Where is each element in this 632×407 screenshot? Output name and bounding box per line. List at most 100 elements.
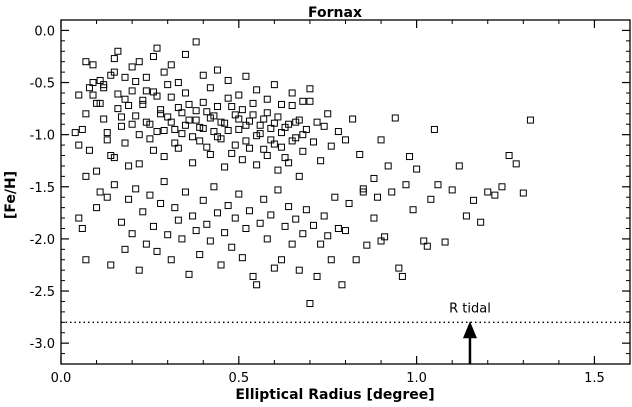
data-point [135, 131, 143, 139]
data-point [210, 112, 218, 120]
data-point [142, 240, 150, 248]
data-point [398, 272, 406, 280]
data-point [256, 130, 264, 138]
data-point [299, 230, 307, 238]
data-point [334, 128, 342, 136]
data-point [196, 123, 204, 131]
data-point [342, 227, 349, 235]
data-point [384, 162, 392, 170]
data-point [75, 141, 83, 149]
data-point [281, 123, 289, 131]
data-point [292, 215, 300, 223]
data-point [253, 281, 261, 289]
data-point [224, 126, 232, 134]
data-point [167, 118, 175, 126]
data-point [178, 130, 186, 138]
data-point [185, 116, 193, 124]
data-point [217, 261, 225, 269]
y-tick-label: -0.5 [30, 77, 55, 92]
data-point [256, 219, 264, 227]
data-point [260, 145, 268, 153]
data-point [242, 72, 250, 80]
data-point [128, 87, 136, 95]
data-point [128, 120, 136, 128]
y-tick-label: -3.0 [30, 337, 55, 352]
data-point [213, 209, 221, 217]
data-point [242, 121, 250, 129]
chart-title: Fornax [308, 5, 362, 21]
data-point [267, 124, 275, 132]
data-point [302, 125, 310, 133]
data-point [277, 100, 285, 108]
data-point [96, 76, 104, 84]
data-point [299, 97, 307, 105]
data-point [157, 106, 165, 114]
data-point [171, 139, 179, 147]
data-point [317, 240, 325, 248]
data-point [142, 118, 150, 126]
data-point [277, 143, 285, 151]
data-point [409, 206, 417, 214]
data-point [256, 121, 264, 129]
data-point [174, 144, 182, 152]
data-point [345, 199, 353, 207]
y-tick-label: -2.5 [30, 285, 55, 300]
data-point [228, 103, 236, 111]
data-point [249, 99, 257, 107]
data-point [181, 50, 189, 58]
data-point [277, 256, 285, 264]
data-point [462, 212, 470, 220]
y-axis: 0.0 -0.5 -1.0 -1.5 -2.0 -2.5 -3.0 [30, 24, 630, 355]
data-point [470, 196, 478, 204]
data-point [149, 52, 157, 60]
data-point [309, 138, 317, 146]
data-point [100, 81, 108, 89]
data-point [267, 211, 275, 219]
data-point [228, 149, 236, 157]
data-point [231, 111, 239, 119]
data-point [93, 167, 101, 175]
data-point [132, 185, 140, 193]
data-point [199, 98, 207, 106]
data-point [349, 115, 357, 123]
data-point [110, 181, 118, 189]
data-point [167, 61, 175, 69]
data-point [75, 214, 83, 222]
data-point [160, 178, 168, 186]
data-point [174, 104, 182, 112]
data-point [448, 186, 456, 194]
data-point [199, 71, 207, 79]
data-point [78, 224, 86, 232]
data-point [235, 91, 243, 99]
data-point [505, 152, 513, 160]
data-point [192, 227, 200, 235]
data-point [164, 113, 172, 121]
data-point [142, 73, 150, 81]
data-point [85, 84, 93, 92]
data-point [178, 235, 186, 243]
data-point [221, 119, 229, 127]
data-point [135, 58, 143, 66]
data-point [117, 122, 125, 130]
data-point [263, 235, 271, 243]
data-point [430, 125, 438, 133]
data-point [171, 204, 179, 212]
data-point [224, 94, 232, 102]
data-point [306, 97, 314, 105]
data-point [320, 212, 328, 220]
data-point [281, 222, 289, 230]
data-point [206, 84, 214, 92]
data-point [238, 106, 246, 114]
data-point [317, 157, 325, 165]
data-point [96, 188, 104, 196]
data-point [171, 125, 179, 133]
data-point [75, 91, 83, 99]
data-point [363, 241, 371, 249]
data-point [189, 212, 197, 220]
data-point [221, 229, 229, 237]
data-point [100, 115, 108, 123]
data-point [132, 112, 140, 120]
data-point [295, 172, 303, 180]
data-point [253, 86, 261, 94]
data-point [288, 89, 296, 97]
